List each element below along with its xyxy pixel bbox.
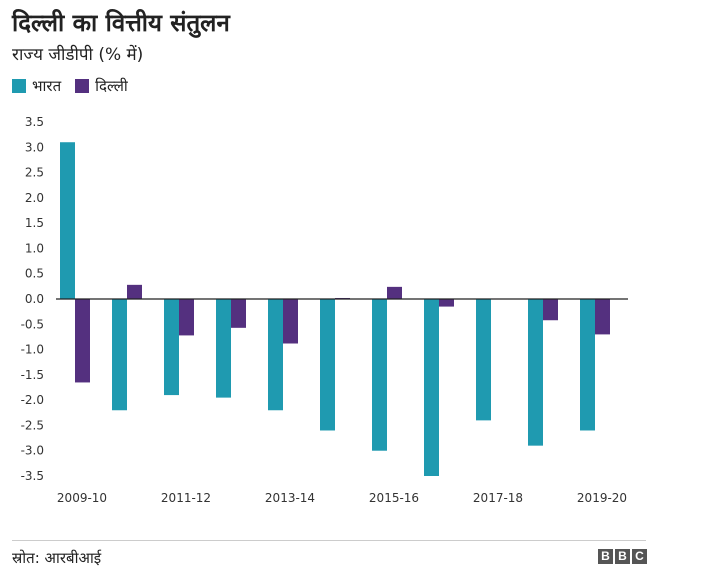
- x-tick-label: 2013-14: [265, 491, 315, 505]
- y-tick-label: 0.0: [25, 292, 44, 306]
- y-tick-label: 0.5: [25, 267, 44, 281]
- bar-delhi: [75, 299, 90, 383]
- bar-delhi: [127, 284, 142, 299]
- x-tick-label: 2011-12: [161, 491, 211, 505]
- bbc-logo-letter: B: [615, 549, 630, 564]
- y-tick-label: -3.5: [21, 469, 44, 483]
- bar-india: [476, 299, 491, 421]
- bbc-logo-letter: B: [598, 549, 613, 564]
- bbc-logo: B B C: [596, 549, 647, 564]
- y-tick-label: 3.0: [25, 140, 44, 154]
- source-note: स्रोत: आरबीआई: [12, 549, 102, 567]
- bar-india: [528, 299, 543, 446]
- bar-india: [580, 299, 595, 431]
- y-tick-label: -0.5: [21, 317, 44, 331]
- x-tick-label: 2009-10: [57, 491, 107, 505]
- legend-swatch-delhi: [75, 79, 90, 93]
- x-tick-label: 2015-16: [369, 491, 419, 505]
- legend-label-delhi: दिल्ली: [95, 77, 128, 95]
- bar-india: [216, 299, 231, 398]
- legend: भारत दिल्ली: [12, 76, 142, 96]
- bar-india: [372, 299, 387, 451]
- bar-delhi: [595, 299, 610, 335]
- y-tick-label: -1.5: [21, 368, 44, 382]
- legend-swatch-india: [12, 79, 26, 93]
- y-tick-label: 1.0: [25, 241, 44, 255]
- x-tick-label: 2019-20: [577, 491, 627, 505]
- y-tick-label: -2.5: [21, 418, 44, 432]
- footer-divider: [12, 540, 646, 541]
- y-tick-label: -3.0: [21, 444, 44, 458]
- bbc-logo-letter: C: [632, 549, 647, 564]
- chart-subtitle: राज्य जीडीपी (% में): [12, 45, 144, 65]
- bar-india: [60, 142, 75, 299]
- bar-delhi: [439, 299, 454, 307]
- y-tick-label: 3.5: [25, 115, 44, 129]
- bar-delhi: [231, 299, 246, 328]
- y-tick-label: -1.0: [21, 343, 44, 357]
- legend-label-india: भारत: [32, 77, 62, 95]
- bar-delhi: [543, 299, 558, 321]
- y-tick-label: 1.5: [25, 216, 44, 230]
- bar-india: [164, 299, 179, 396]
- bar-delhi: [283, 299, 298, 344]
- y-tick-label: -2.0: [21, 393, 44, 407]
- bar-delhi: [387, 286, 402, 299]
- legend-item-delhi: दिल्ली: [75, 76, 128, 96]
- bar-india: [424, 299, 439, 476]
- bar-india: [112, 299, 127, 411]
- bar-delhi: [179, 299, 194, 336]
- y-tick-label: 2.5: [25, 166, 44, 180]
- bar-india: [320, 299, 335, 431]
- bar-india: [268, 299, 283, 411]
- y-tick-label: 2.0: [25, 191, 44, 205]
- x-tick-label: 2017-18: [473, 491, 523, 505]
- legend-item-india: भारत: [12, 76, 61, 96]
- chart-title: दिल्ली का वित्तीय संतुलन: [12, 9, 230, 37]
